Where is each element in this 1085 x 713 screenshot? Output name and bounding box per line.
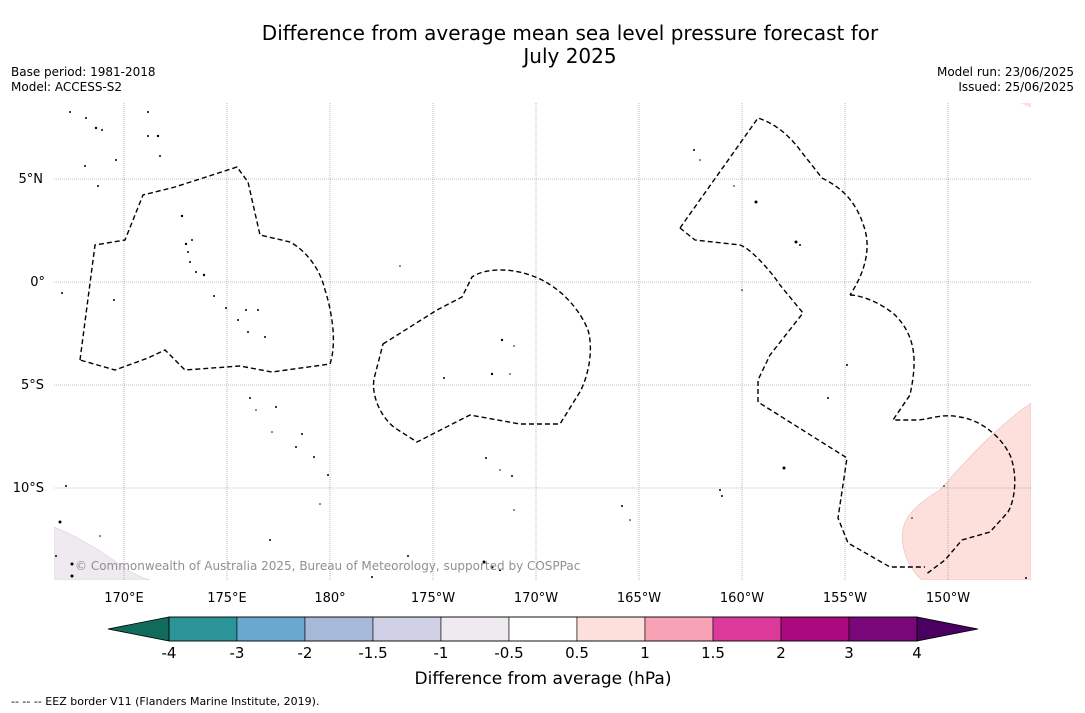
eez-line-islands bbox=[679, 117, 868, 296]
eez-kiribati-gilberts bbox=[79, 166, 335, 373]
cbar-tick-5: -0.5 bbox=[494, 644, 523, 662]
colorbar-segment bbox=[576, 616, 646, 642]
cbar-tick-4: -1 bbox=[434, 644, 449, 662]
eez-borders bbox=[79, 117, 1016, 576]
colorbar-label: Difference from average (hPa) bbox=[415, 669, 672, 689]
lon-label-170e: 170°E bbox=[104, 591, 144, 606]
cbar-tick-1: -3 bbox=[230, 644, 245, 662]
colorbar-segments bbox=[168, 616, 918, 642]
colorbar-segment bbox=[304, 616, 374, 642]
lon-label-155w: 155°W bbox=[823, 591, 867, 606]
footnote-eez-source: -- -- -- EEZ border V11 (Flanders Marine… bbox=[11, 695, 320, 708]
colorbar-segment bbox=[236, 616, 306, 642]
latitude-labels: 5°N 0° 5°S 10°S bbox=[13, 172, 45, 496]
colorbar-segment bbox=[644, 616, 714, 642]
lat-label-10s: 10°S bbox=[13, 481, 44, 496]
lon-label-180: 180° bbox=[314, 591, 345, 606]
islands bbox=[55, 111, 1027, 579]
gridlines bbox=[54, 103, 1031, 580]
title-line-2: July 2025 bbox=[523, 44, 617, 68]
lon-label-165w: 165°W bbox=[617, 591, 661, 606]
cbar-tick-8: 1.5 bbox=[701, 644, 725, 662]
copyright-text: © Commonwealth of Australia 2025, Bureau… bbox=[75, 559, 580, 573]
issued-date: Issued: 25/06/2025 bbox=[958, 80, 1074, 94]
eez-french-polynesia bbox=[849, 294, 1016, 576]
eez-line-islands-lower bbox=[679, 227, 925, 568]
cbar-tick-7: 1 bbox=[640, 644, 650, 662]
model-run: Model run: 23/06/2025 bbox=[936, 65, 1074, 79]
colorbar-segment bbox=[508, 616, 578, 642]
negative-anomaly-region bbox=[54, 526, 151, 580]
colorbar-over-arrow bbox=[916, 616, 979, 642]
lon-label-160w: 160°W bbox=[720, 591, 764, 606]
lat-label-0: 0° bbox=[30, 275, 45, 290]
colorbar-segment bbox=[168, 616, 238, 642]
cbar-tick-11: 4 bbox=[912, 644, 922, 662]
colorbar-segment bbox=[848, 616, 918, 642]
colorbar: -4 -3 -2 -1.5 -1 -0.5 0.5 1 1.5 2 3 4 Di… bbox=[107, 616, 979, 689]
cbar-tick-0: -4 bbox=[162, 644, 177, 662]
lon-label-170w: 170°W bbox=[514, 591, 558, 606]
colorbar-segment bbox=[712, 616, 782, 642]
cbar-tick-10: 3 bbox=[844, 644, 854, 662]
cbar-tick-6: 0.5 bbox=[565, 644, 589, 662]
map-area: © Commonwealth of Australia 2025, Bureau… bbox=[54, 103, 1031, 580]
model-name: Model: ACCESS-S2 bbox=[11, 80, 123, 94]
cbar-tick-9: 2 bbox=[776, 644, 786, 662]
longitude-labels: 170°E 175°E 180° 175°W 170°W 165°W 160°W… bbox=[104, 591, 970, 606]
title-line-1: Difference from average mean sea level p… bbox=[261, 21, 879, 45]
colorbar-segment bbox=[372, 616, 442, 642]
colorbar-tick-labels: -4 -3 -2 -1.5 -1 -0.5 0.5 1 1.5 2 3 4 bbox=[162, 644, 922, 662]
eez-phoenix-islands bbox=[372, 269, 592, 443]
colorbar-segment bbox=[780, 616, 850, 642]
base-period: Base period: 1981-2018 bbox=[11, 65, 156, 79]
lat-label-5s: 5°S bbox=[21, 378, 44, 393]
lon-label-175w: 175°W bbox=[411, 591, 455, 606]
lon-label-150w: 150°W bbox=[926, 591, 970, 606]
colorbar-under-arrow bbox=[107, 616, 170, 642]
lat-label-5n: 5°N bbox=[19, 172, 44, 187]
cbar-tick-2: -2 bbox=[298, 644, 313, 662]
positive-anomaly-region bbox=[901, 402, 1031, 580]
positive-anomaly-corner bbox=[1020, 103, 1031, 108]
cbar-tick-3: -1.5 bbox=[358, 644, 387, 662]
colorbar-segment bbox=[440, 616, 510, 642]
lon-label-175e: 175°E bbox=[207, 591, 247, 606]
